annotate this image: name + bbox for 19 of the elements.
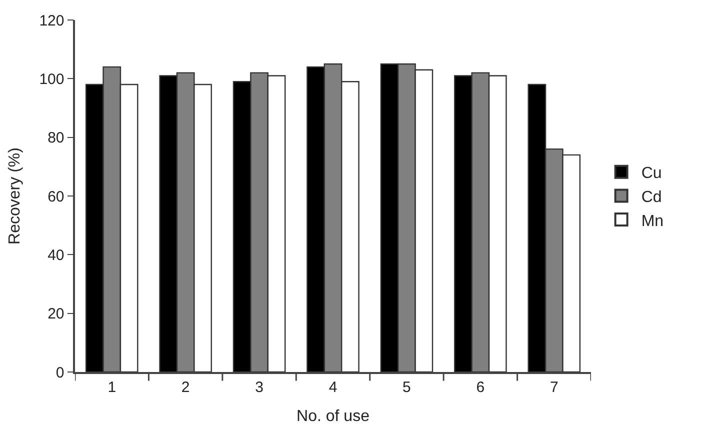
x-tick-label: 2 [181, 378, 190, 396]
x-axis-title: No. of use [296, 408, 370, 425]
x-tick-label: 1 [108, 378, 116, 396]
y-tick-label: 120 [39, 12, 64, 30]
x-tick-label: 3 [255, 378, 264, 396]
y-tick-label: 0 [56, 364, 64, 382]
y-tick-label: 80 [48, 130, 64, 147]
y-tick-label: 60 [48, 188, 64, 206]
legend-label: Mn [641, 212, 664, 230]
legend-label: Cu [641, 165, 662, 182]
y-axis-title: Recovery (%) [6, 148, 24, 244]
y-tick-label: 40 [48, 246, 64, 264]
x-tick-label: 7 [550, 378, 558, 396]
x-tick-label: 4 [328, 378, 338, 396]
x-tick-label: 6 [476, 378, 485, 396]
y-tick-label: 20 [48, 306, 64, 323]
x-tick-label: 5 [402, 378, 411, 396]
legend-label: Cd [641, 188, 662, 206]
y-tick-label: 100 [39, 70, 64, 88]
